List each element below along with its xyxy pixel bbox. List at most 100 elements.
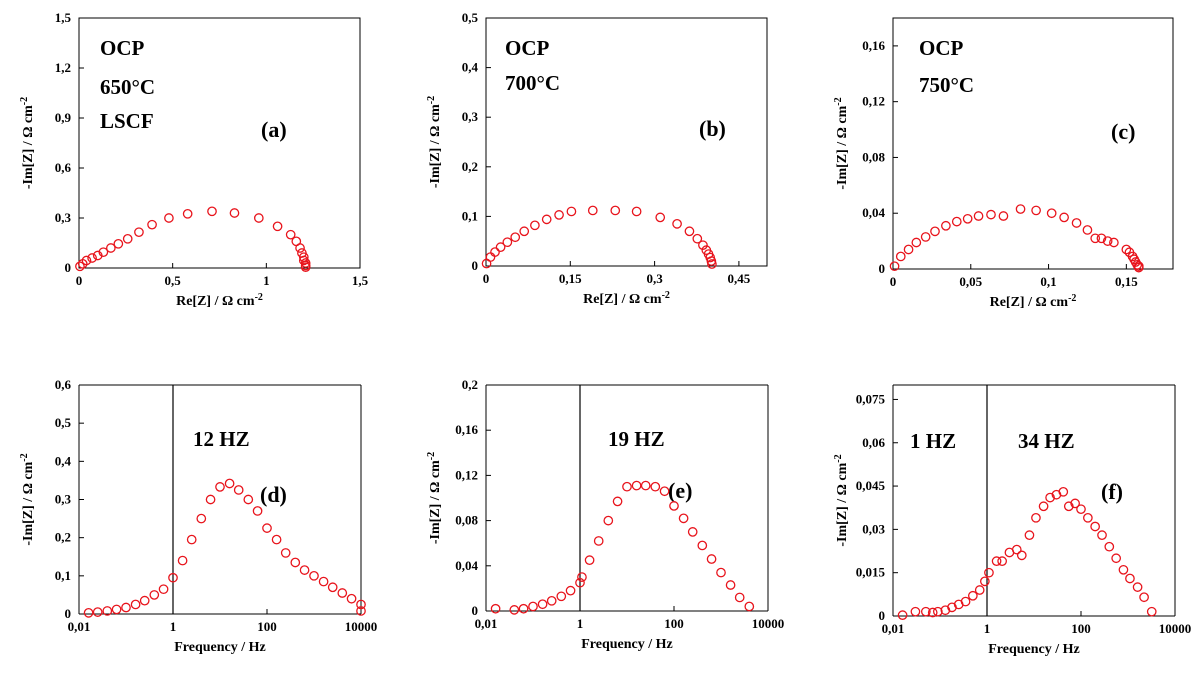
data-point	[164, 213, 174, 223]
data-point	[537, 599, 548, 610]
data-point	[1058, 486, 1069, 497]
x-tick-label: 1,5	[352, 273, 369, 288]
data-point	[716, 567, 726, 578]
data-point	[565, 585, 576, 596]
data-point	[979, 576, 990, 587]
y-tick-label: 0,16	[862, 38, 885, 53]
data-point	[1070, 498, 1080, 509]
x-tick-label: 0,01	[882, 621, 905, 636]
data-point	[285, 229, 296, 240]
data-point	[295, 243, 305, 253]
data-point	[1016, 550, 1027, 561]
data-point	[122, 233, 133, 244]
data-point	[215, 482, 225, 492]
y-tick-label: 0,2	[55, 530, 71, 545]
data-point	[986, 209, 996, 220]
data-point	[81, 255, 92, 266]
data-point	[510, 232, 521, 243]
data-point	[968, 590, 978, 601]
data-point	[603, 515, 614, 526]
data-point	[130, 599, 141, 610]
plot-frame	[892, 17, 1174, 270]
y-tick-label: 0,6	[55, 377, 72, 392]
x-tick-label: 0	[483, 271, 490, 286]
y-tick-label: 0,4	[55, 453, 72, 468]
y-tick-label: 0,045	[856, 478, 886, 493]
data-point	[973, 211, 984, 221]
y-tick-label: 0,06	[862, 435, 885, 450]
data-point	[587, 205, 598, 216]
y-tick-label: 0,2	[462, 159, 478, 174]
data-point	[1132, 582, 1143, 592]
data-point	[997, 556, 1007, 566]
data-point	[485, 252, 496, 262]
y-axis-label: -Im[Z] / Ω cm-2	[833, 454, 851, 546]
data-point	[910, 606, 921, 617]
data-point	[224, 478, 235, 489]
y-tick-label: 0,6	[55, 160, 72, 175]
data-point	[75, 261, 85, 272]
data-point	[509, 605, 520, 615]
data-point	[640, 480, 651, 491]
x-tick-label: 100	[257, 619, 277, 634]
data-point	[327, 582, 338, 593]
panel-b: 0 0,1 0,2 0,3 0,4 0,5 0 0,15 0,3 0,45 Re[Z] / Ω cm…	[426, 10, 768, 307]
data-point	[530, 220, 540, 231]
x-tick-label: 1	[263, 273, 270, 288]
data-point	[337, 588, 348, 598]
y-tick-label: 0	[879, 608, 886, 623]
x-tick-label: 100	[664, 616, 684, 631]
data-point	[518, 603, 529, 614]
data-point	[1097, 530, 1107, 541]
x-tick-label: 0,05	[959, 274, 982, 289]
data-point	[566, 206, 577, 217]
data-point	[92, 607, 103, 617]
data-point	[105, 243, 116, 253]
data-point	[92, 250, 103, 261]
data-point	[233, 485, 244, 495]
y-tick-label: 0,04	[455, 558, 478, 573]
data-point	[205, 494, 216, 505]
data-point	[177, 555, 188, 566]
data-point	[889, 261, 900, 272]
data-point	[134, 227, 144, 238]
y-tick-label: 0,4	[462, 60, 479, 75]
data-point	[356, 606, 366, 616]
data-point	[678, 513, 689, 524]
data-point	[253, 213, 264, 223]
data-point	[927, 607, 938, 618]
x-tick-label: 0,15	[559, 271, 582, 286]
x-tick-label: 0,01	[68, 619, 91, 634]
plot-frame	[78, 17, 361, 269]
y-tick-label: 0,04	[862, 205, 885, 220]
data-point	[490, 247, 500, 257]
x-tick-label: 1	[170, 619, 177, 634]
y-tick-label: 0,12	[862, 94, 885, 109]
annotation-text: 19 HZ	[608, 427, 665, 451]
panel-label: (c)	[1111, 119, 1135, 144]
data-point	[1031, 205, 1041, 216]
data-point	[299, 565, 310, 575]
data-point	[300, 258, 311, 268]
data-point	[1011, 544, 1022, 555]
data-point	[998, 211, 1009, 221]
data-point	[1076, 504, 1086, 515]
data-point	[519, 226, 530, 237]
y-tick-label: 0,16	[455, 422, 478, 437]
data-point	[659, 486, 670, 497]
annotation-text: 700°C	[505, 71, 560, 95]
data-point	[556, 591, 567, 602]
data-point	[920, 232, 931, 242]
y-tick-label: 0,015	[856, 565, 886, 580]
data-point	[207, 206, 217, 217]
data-point	[280, 548, 291, 558]
data-point	[290, 557, 301, 568]
x-axis-label: Frequency / Hz	[174, 640, 266, 655]
annotation-text: 1 HZ	[910, 429, 956, 453]
annotation-text: OCP	[919, 36, 964, 60]
data-point	[650, 481, 661, 492]
panel-label: (d)	[260, 482, 287, 507]
x-tick-label: 0	[890, 274, 897, 289]
data-point	[1031, 512, 1041, 523]
data-point	[149, 590, 160, 600]
